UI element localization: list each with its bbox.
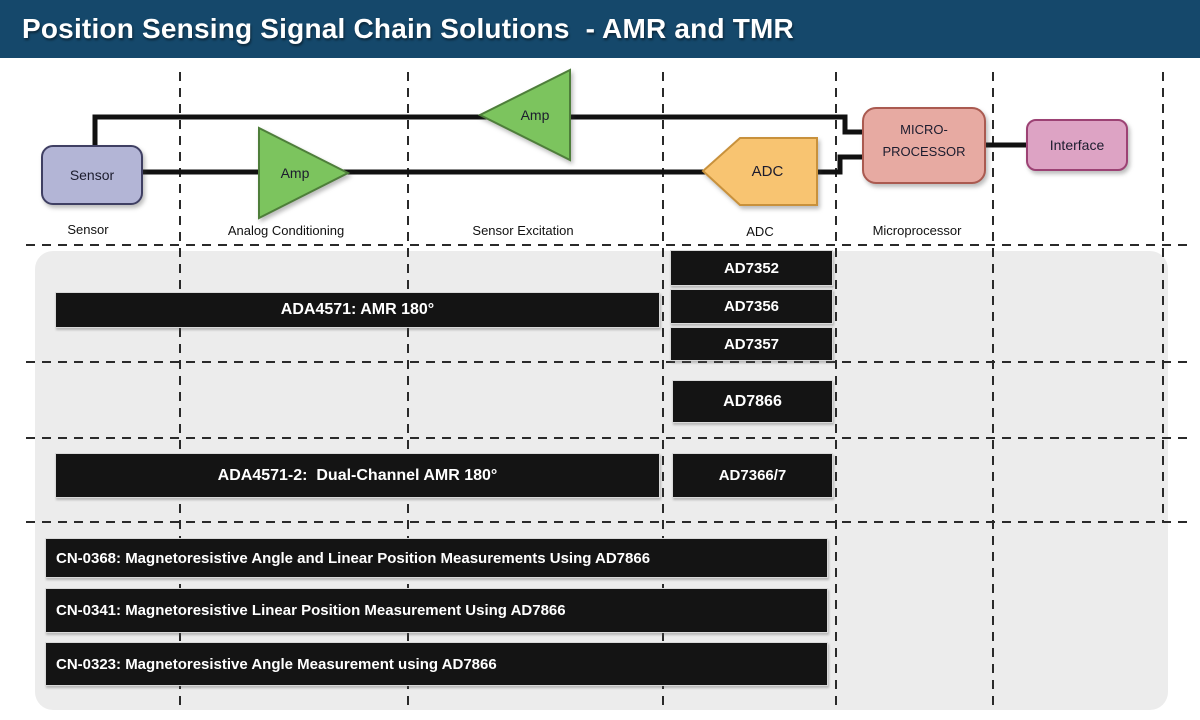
amp-conditioning-block — [258, 126, 351, 220]
product-bar-ad7356[interactable]: AD7356 — [670, 289, 833, 324]
page-title: Position Sensing Signal Chain Solutions … — [22, 13, 794, 44]
amp-excitation-block — [477, 68, 571, 162]
microprocessor-block — [862, 107, 986, 184]
microprocessor-label-line1: MICRO- — [900, 121, 948, 137]
interface-block — [1026, 119, 1128, 171]
excitation-wire — [92, 114, 863, 150]
reference-design-bar-cn0341[interactable]: CN-0341: Magnetoresistive Linear Positio… — [45, 588, 828, 633]
adc-block-label: ADC — [751, 162, 784, 180]
product-bar-ada4571[interactable]: ADA4571: AMR 180° — [55, 292, 660, 328]
product-bar-ad7866[interactable]: AD7866 — [672, 380, 833, 423]
column-label-microprocessor: Microprocessor — [872, 222, 962, 238]
adc-block — [701, 137, 818, 206]
diagram-blocks — [41, 68, 1128, 220]
column-label-analog-conditioning: Analog Conditioning — [227, 222, 345, 238]
amp-conditioning-label: Amp — [280, 165, 310, 181]
amp-excitation-label: Amp — [520, 107, 550, 123]
reference-design-bar-cn0368[interactable]: CN-0368: Magnetoresistive Angle and Line… — [45, 538, 828, 578]
sensor-block — [41, 145, 143, 205]
column-label-sensor-excitation: Sensor Excitation — [472, 222, 574, 238]
signal-wires — [92, 114, 1027, 175]
column-label-sensor: Sensor — [67, 221, 109, 237]
header-banner: Position Sensing Signal Chain Solutions … — [0, 0, 1200, 58]
microprocessor-label-line2: PROCESSOR — [882, 143, 966, 159]
column-label-adc: ADC — [746, 223, 774, 239]
adc-to-micro-wire — [815, 154, 863, 175]
interface-block-label: Interface — [1049, 137, 1105, 153]
product-bar-ad7352[interactable]: AD7352 — [670, 250, 833, 286]
product-bar-ad7357[interactable]: AD7357 — [670, 327, 833, 361]
sensor-block-label: Sensor — [69, 167, 115, 183]
product-bar-ada4571-2[interactable]: ADA4571-2: Dual-Channel AMR 180° — [55, 453, 660, 498]
product-bar-ad7366-7[interactable]: AD7366/7 — [672, 453, 833, 498]
reference-design-bar-cn0323[interactable]: CN-0323: Magnetoresistive Angle Measurem… — [45, 642, 828, 686]
